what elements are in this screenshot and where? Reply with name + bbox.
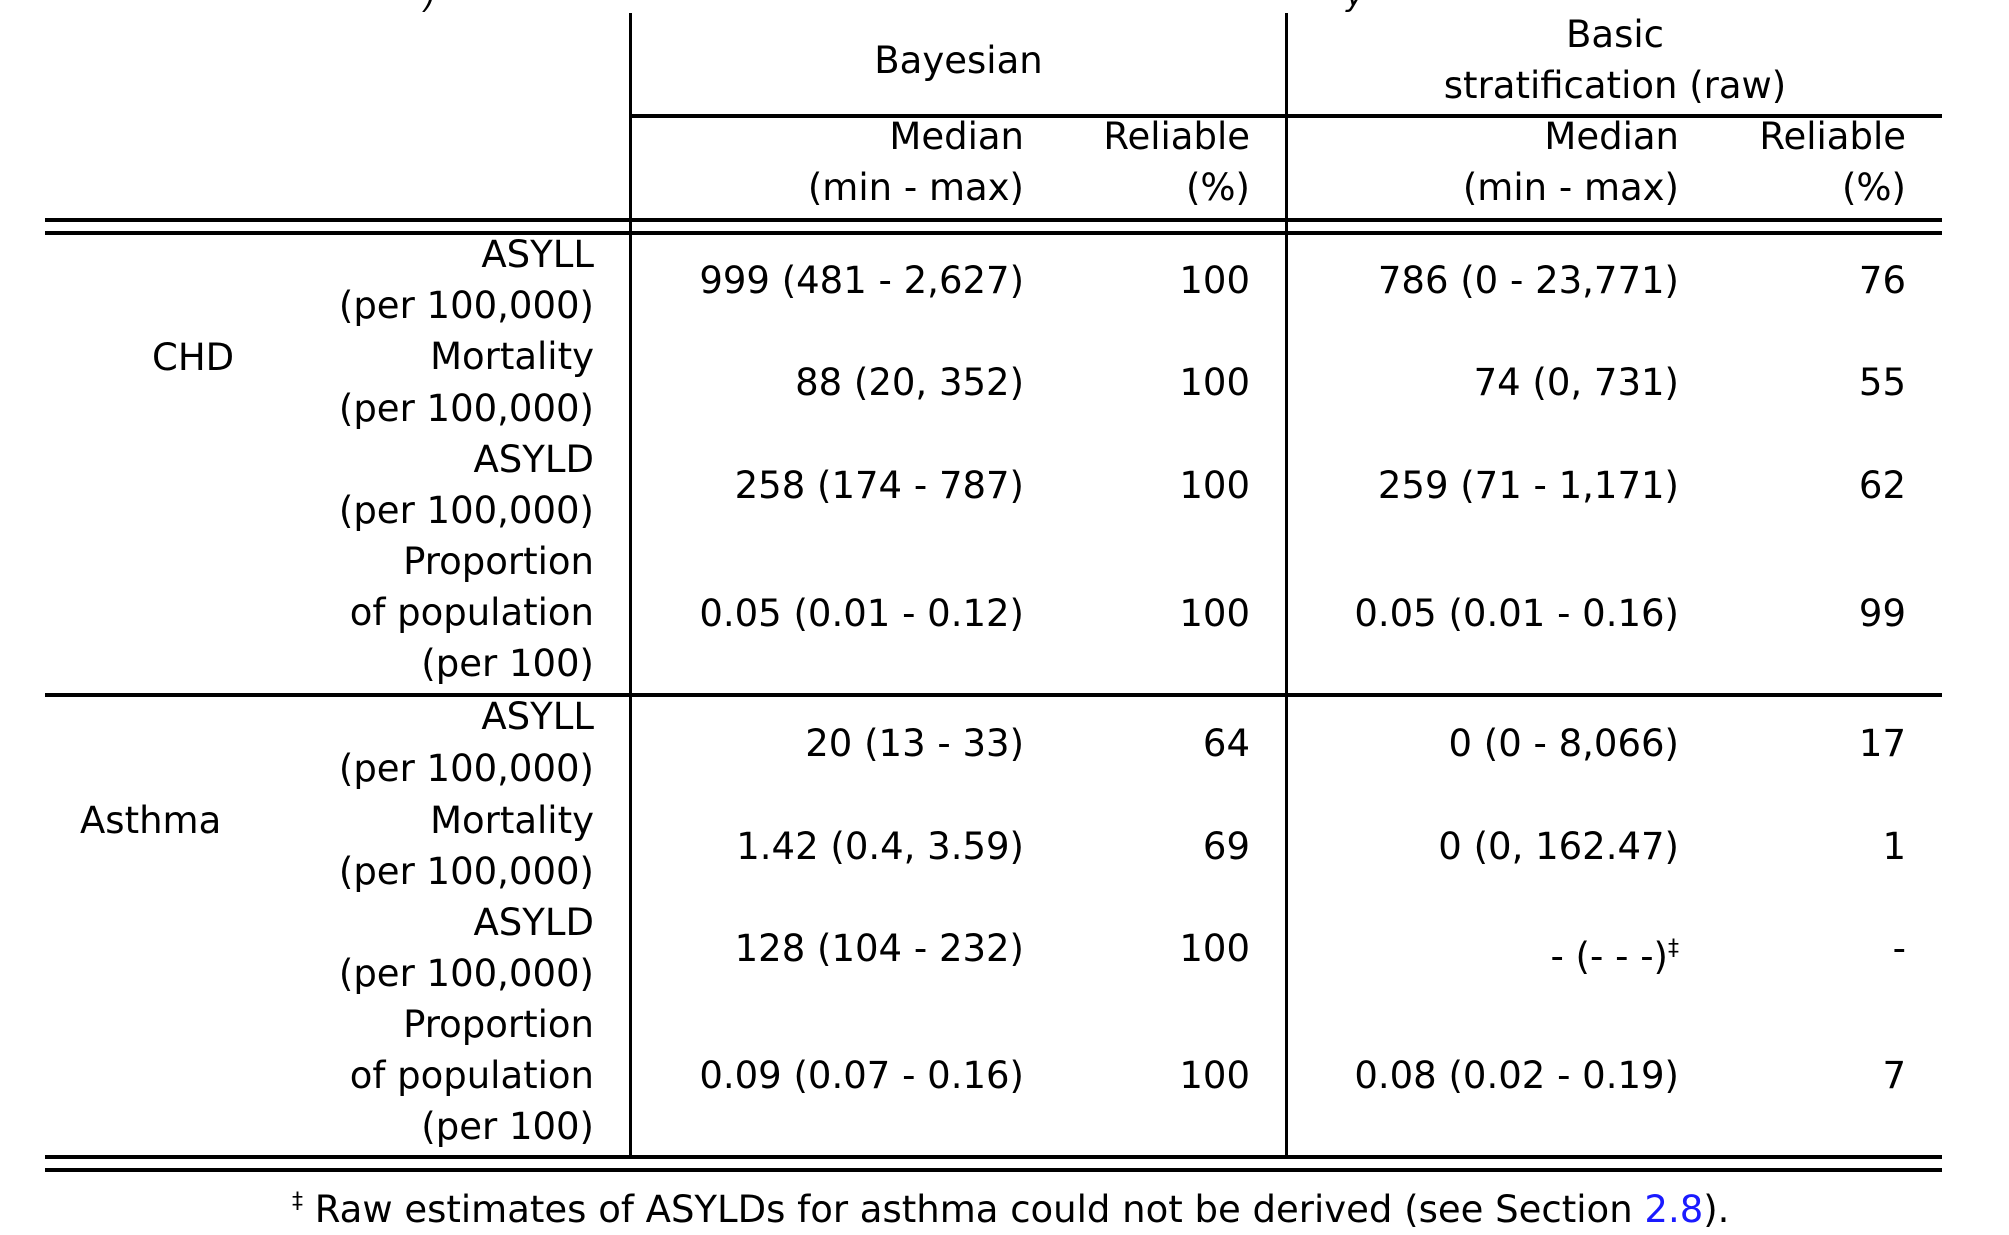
header-basic-reliable-line1: Reliable [1759,115,1906,158]
basic-reliable-cell: 62 [1858,464,1906,507]
basic-reliable-cell: 99 [1858,592,1906,635]
row-label-unit: (per 100) [421,642,594,685]
basic-median-cell: 74 (0, 731) [1473,361,1679,404]
row-label-unit: (per 100,000) [338,489,594,532]
bayes-median-cell: 128 (104 - 232) [734,927,1024,970]
header-group-rule [631,114,1942,118]
bayes-median-cell: 0.05 (0.01 - 0.12) [699,592,1024,635]
double-dagger-footnote-mark: ‡ [292,1189,303,1214]
bayes-median-cell: 999 (481 - 2,627) [699,259,1024,302]
bayes-reliable-cell: 69 [1202,825,1250,868]
basic-reliable-cell: 1 [1882,825,1906,868]
row-label-unit: (per 100,000) [338,850,594,893]
column-divider-left [629,13,632,1157]
bayes-median-cell: 0.09 (0.07 - 0.16) [699,1054,1024,1097]
bayes-reliable-cell: 100 [1179,1054,1250,1097]
row-label: ASYLL [481,695,594,738]
bayes-median-cell: 20 (13 - 33) [805,722,1024,765]
bayes-median-cell: 1.42 (0.4, 3.59) [736,825,1024,868]
bayes-reliable-cell: 100 [1179,927,1250,970]
basic-median-cell: 259 (71 - 1,171) [1377,464,1679,507]
row-label-unit: (per 100,000) [338,387,594,430]
header-bayes-reliable-line2: (%) [1185,166,1250,209]
basic-reliable-cell: 7 [1882,1054,1906,1097]
header-basic-median-line2: (min - max) [1462,166,1679,209]
row-label: Proportion [403,540,594,583]
basic-median-cell: 0 (0, 162.47) [1438,825,1679,868]
row-label: ASYLD [473,438,594,481]
header-bayes-reliable-line1: Reliable [1103,115,1250,158]
section-link[interactable]: 2.8 [1644,1188,1704,1231]
row-label-line2: of population [349,591,594,634]
basic-median-cell: 786 (0 - 23,771) [1377,259,1679,302]
header-bayes-median-line1: Median [889,115,1024,158]
row-label-unit: (per 100,000) [338,952,594,995]
basic-reliable-cell: 17 [1858,722,1906,765]
basic-median-cell: 0.05 (0.01 - 0.16) [1354,592,1679,635]
basic-median-cell: 0 (0 - 8,066) [1448,722,1679,765]
table-footnote: ‡ Raw estimates of ASYLDs for asthma cou… [292,1176,1729,1235]
header-bayes-median-line2: (min - max) [807,166,1024,209]
row-label-line2: of population [349,1054,594,1097]
basic-reliable-cell: 76 [1858,259,1906,302]
clipped-caption-fragment: y [1346,0,1364,12]
row-label: Proportion [403,1003,594,1046]
basic-reliable-cell: - [1892,927,1906,970]
column-divider-middle [1285,13,1288,1157]
bayes-reliable-cell: 64 [1202,722,1250,765]
bayes-reliable-cell: 100 [1179,259,1250,302]
basic-median-cell: - (- - -)‡ [1295,923,1679,982]
basic-median-cell: 0.08 (0.02 - 0.19) [1354,1054,1679,1097]
clipped-caption-fragment: ) [424,0,436,14]
header-basic-median-line1: Median [1544,115,1679,158]
row-label-unit: (per 100) [421,1105,594,1148]
header-basic-reliable-line2: (%) [1841,166,1906,209]
footnote-tail: ). [1703,1188,1730,1231]
basic-median-value: - (- - -) [1550,935,1668,978]
basic-reliable-cell: 55 [1858,361,1906,404]
group-separator-rule [45,693,1942,697]
bottom-double-rule-bottom [45,1168,1942,1172]
row-label: Mortality [430,799,594,842]
group-label-chd: CHD [152,336,235,379]
header-group-basic-line2: stratification (raw) [1443,64,1787,107]
group-label-asthma: Asthma [80,799,222,842]
bayes-median-cell: 258 (174 - 787) [734,464,1024,507]
bayes-reliable-cell: 100 [1179,464,1250,507]
bayes-median-cell: 88 (20, 352) [795,361,1024,404]
row-label: ASYLD [473,901,594,944]
double-dagger-footnote-mark: ‡ [1668,936,1679,961]
row-label-unit: (per 100,000) [338,747,594,790]
header-double-rule-bottom [45,231,1942,235]
header-double-rule-top [45,218,1942,222]
bottom-double-rule-top [45,1155,1942,1159]
footnote-text: Raw estimates of ASYLDs for asthma could… [314,1188,1645,1231]
header-group-basic-line1: Basic [1566,13,1664,56]
row-label-unit: (per 100,000) [338,284,594,327]
row-label: ASYLL [481,233,594,276]
header-group-bayesian: Bayesian [874,39,1043,82]
row-label: Mortality [430,335,594,378]
bayes-reliable-cell: 100 [1179,592,1250,635]
bayes-reliable-cell: 100 [1179,361,1250,404]
